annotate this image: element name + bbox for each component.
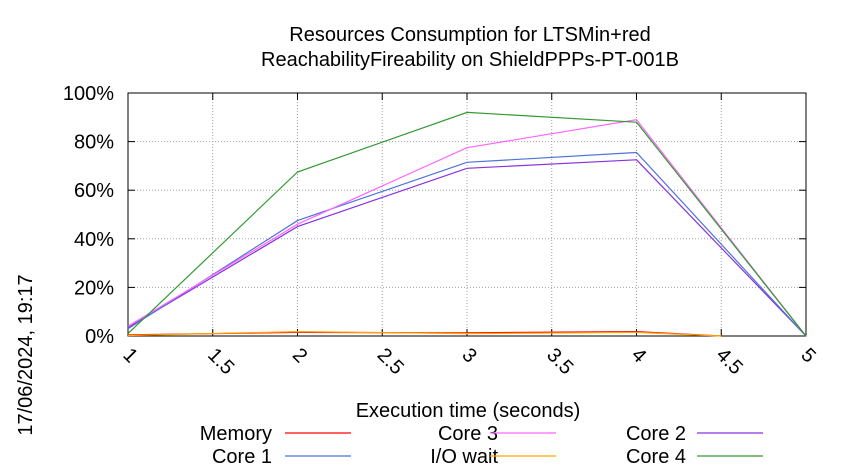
series-line-i-o-wait [127, 330, 722, 337]
x-tick-label: 1 [118, 344, 141, 367]
x-tick-label: 2.5 [373, 344, 408, 379]
x-tick-label: 4.5 [712, 344, 747, 379]
y-tick-label: 0% [85, 326, 114, 348]
y-tick-label: 60% [74, 180, 114, 202]
x-tick-label: 2 [288, 344, 311, 367]
series-line-core-1 [127, 151, 807, 337]
legend-label-i-o-wait: I/O wait [430, 446, 498, 468]
y-tick-label: 100% [63, 83, 114, 105]
legend-label-core-1: Core 1 [212, 446, 272, 468]
x-tick-label: 5 [796, 344, 819, 367]
chart-title-line-1: Resources Consumption for LTSMin+red [289, 24, 650, 46]
x-tick-label: 3 [457, 344, 480, 367]
x-tick-label: 3.5 [542, 344, 577, 379]
series-line-core-2 [127, 159, 807, 337]
chart-title-line-2: ReachabilityFireability on ShieldPPPs-PT… [261, 49, 679, 71]
y-tick-label: 80% [74, 132, 114, 154]
legend-label-core-2: Core 2 [626, 423, 686, 445]
timestamp-label: 17/06/2024, 19:17 [15, 274, 37, 435]
grid [128, 93, 806, 336]
x-tick-label: 4 [627, 344, 650, 367]
legend-label-core-4: Core 4 [626, 446, 686, 468]
y-tick-label: 40% [74, 229, 114, 251]
series-line-core-4 [127, 111, 807, 337]
legend-label-core-3: Core 3 [438, 423, 498, 445]
y-tick-label: 20% [74, 277, 114, 299]
x-tick-label: 1.5 [203, 344, 238, 379]
series-line-core-3 [127, 119, 807, 337]
series-lines [127, 111, 807, 337]
y-axis-ticks: 0% 20% 40% 60% 80% 100% [63, 83, 806, 348]
legend-label-memory: Memory [200, 423, 272, 445]
x-axis-label: Execution time (seconds) [356, 400, 581, 422]
chart-title: Resources Consumption for LTSMin+red Rea… [261, 24, 679, 71]
